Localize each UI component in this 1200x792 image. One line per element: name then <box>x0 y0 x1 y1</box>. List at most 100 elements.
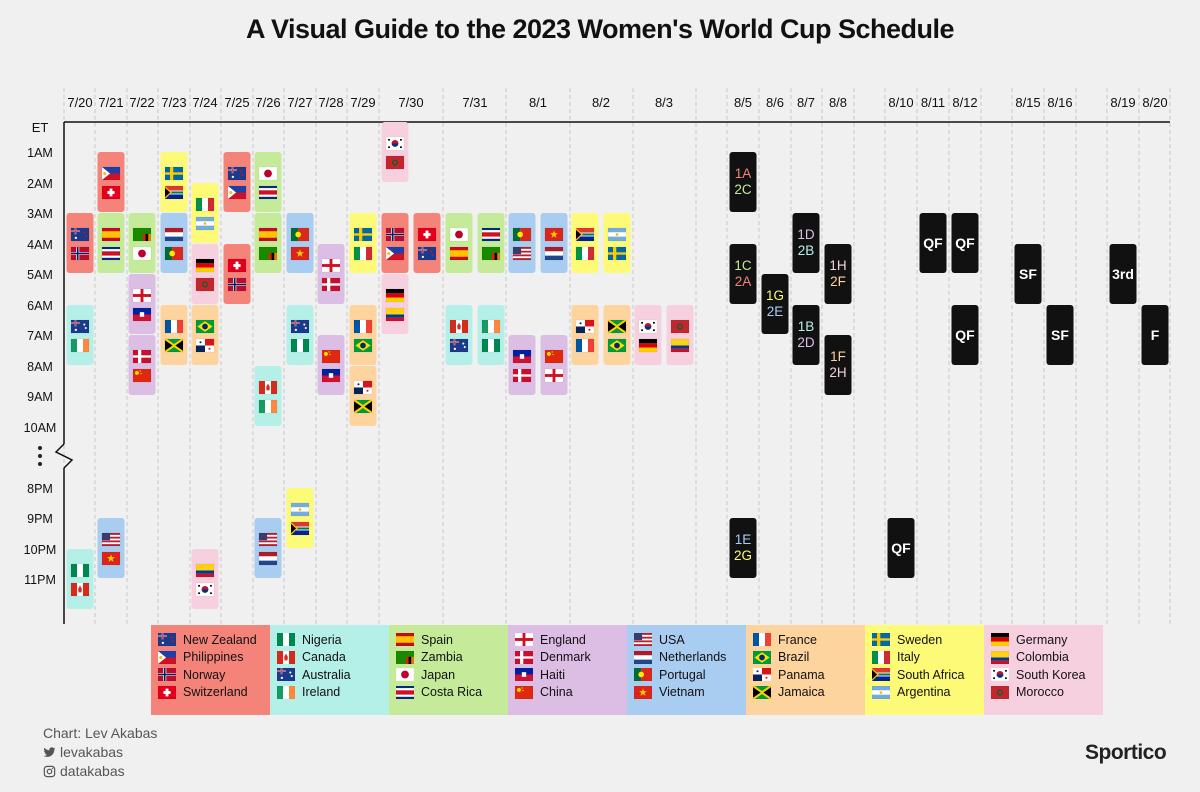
legend-item: Portugal <box>634 666 746 684</box>
date-tick-label: 7/27 <box>287 95 312 110</box>
date-tick-label: 8/19 <box>1110 95 1135 110</box>
flag-icon <box>277 633 295 647</box>
instagram-icon <box>43 765 56 778</box>
date-tick-label: 7/31 <box>462 95 487 110</box>
legend-team-label: Australia <box>302 667 351 682</box>
legend-team-label: Vietnam <box>659 685 705 700</box>
date-tick-label: 8/16 <box>1047 95 1072 110</box>
legend-item: Brazil <box>753 649 865 667</box>
flag-icon <box>753 650 771 664</box>
knockout-label: 1H <box>829 258 846 273</box>
legend-item: Argentina <box>872 684 984 702</box>
knockout-label: 2G <box>734 548 752 563</box>
legend-team-label: USA <box>659 632 685 647</box>
match-tile <box>66 213 94 273</box>
sportico-logo: Sportico <box>1085 741 1167 764</box>
date-tick-labels: 7/20 7/21 7/22 7/23 7/24 7/25 7/26 7/27 7/28 7/29… <box>67 95 1167 110</box>
legend-team-label: Colombia <box>1016 650 1069 665</box>
legend-item: Costa Rica <box>396 684 508 702</box>
flag-icon <box>158 650 176 664</box>
legend-item: Norway <box>158 666 270 684</box>
time-tick-label: 10PM <box>24 543 57 557</box>
date-tick-label: 8/2 <box>592 95 610 110</box>
legend-item: Italy <box>872 649 984 667</box>
legend-item: Panama <box>753 666 865 684</box>
axis-break-dot <box>38 462 42 466</box>
match-tile <box>477 305 505 365</box>
match-tile <box>571 305 599 365</box>
legend-item: England <box>515 631 627 649</box>
match-tile <box>603 213 631 273</box>
flag-icon <box>158 668 176 682</box>
knockout-label: 2F <box>830 274 846 289</box>
date-tick-label: 7/28 <box>318 95 343 110</box>
knockout-label: 2B <box>798 243 815 258</box>
match-tile <box>317 335 345 395</box>
match-tile <box>254 152 282 212</box>
date-tick-label: 7/25 <box>224 95 249 110</box>
legend-group: France Brazil Panama Jamaica <box>746 625 865 715</box>
time-tick-labels: ET 1AM 2AM 3AM 4AM 5AM 6AM 7AM 8AM 9AM 10AM 8PM 9PM 1… <box>24 120 57 587</box>
flag-icon <box>158 685 176 699</box>
legend-team-label: Japan <box>421 667 456 682</box>
match-tile <box>445 213 473 273</box>
knockout-tile: QF <box>951 305 979 365</box>
flag-icon <box>515 685 533 699</box>
match-tile <box>508 213 536 273</box>
date-tick-label: 7/26 <box>255 95 280 110</box>
legend-team-label: Jamaica <box>778 685 825 700</box>
knockout-tile: QF <box>887 518 915 578</box>
date-tick-label: 8/8 <box>829 95 847 110</box>
legend-team-label: Argentina <box>897 685 951 700</box>
legend-item: Vietnam <box>634 684 746 702</box>
knockout-tile: F <box>1141 305 1169 365</box>
time-tick-label: 8PM <box>27 482 53 496</box>
legend-item: Spain <box>396 631 508 649</box>
knockout-label: 1E <box>735 532 752 547</box>
match-tile <box>286 305 314 365</box>
legend-item: Australia <box>277 666 389 684</box>
credit-instagram[interactable]: datakabas <box>43 762 157 781</box>
legend-team-label: Zambia <box>421 650 463 665</box>
legend-group: Germany Colombia South Korea Morocco <box>984 625 1103 715</box>
date-tick-label: 8/20 <box>1142 95 1167 110</box>
time-tick-label: 6AM <box>27 299 53 313</box>
knockout-label: 2C <box>734 182 752 197</box>
date-tick-label: 7/20 <box>67 95 92 110</box>
schedule-chart: 7/20 7/21 7/22 7/23 7/24 7/25 7/26 7/27 7/28 7/29… <box>24 88 1171 624</box>
knockout-label: 1F <box>830 349 846 364</box>
flag-icon <box>991 685 1009 699</box>
legend-team-label: Panama <box>778 667 825 682</box>
axis-break-dot <box>38 454 42 458</box>
match-tile <box>66 549 94 609</box>
legend-item: Netherlands <box>634 649 746 667</box>
flag-icon <box>515 668 533 682</box>
date-tick-label: 8/12 <box>952 95 977 110</box>
match-tile <box>97 518 125 578</box>
legend-team-label: South Africa <box>897 667 965 682</box>
flag-icon <box>158 633 176 647</box>
legend-item: Morocco <box>991 684 1103 702</box>
match-tile <box>191 305 219 365</box>
legend-team-label: Costa Rica <box>421 685 483 700</box>
match-tile <box>191 549 219 609</box>
legend-team-label: South Korea <box>1016 667 1086 682</box>
time-tick-label: 3AM <box>27 207 53 221</box>
legend-team-label: Haiti <box>540 667 566 682</box>
legend-item: Japan <box>396 666 508 684</box>
credit-twitter[interactable]: levakabas <box>43 743 157 762</box>
flag-icon <box>515 633 533 647</box>
match-tile <box>97 152 125 212</box>
legend-item: Ireland <box>277 684 389 702</box>
legend-item: Nigeria <box>277 631 389 649</box>
time-tick-label: 9AM <box>27 390 53 404</box>
match-tile <box>381 213 409 273</box>
legend-group: England Denmark Haiti China <box>508 625 627 715</box>
legend-team-label: New Zealand <box>183 632 257 647</box>
knockout-tile: SF <box>1014 244 1042 304</box>
legend-team-label: Denmark <box>540 650 591 665</box>
match-tile <box>413 213 441 273</box>
legend-team-label: Sweden <box>897 632 943 647</box>
legend-team-label: Brazil <box>778 650 810 665</box>
